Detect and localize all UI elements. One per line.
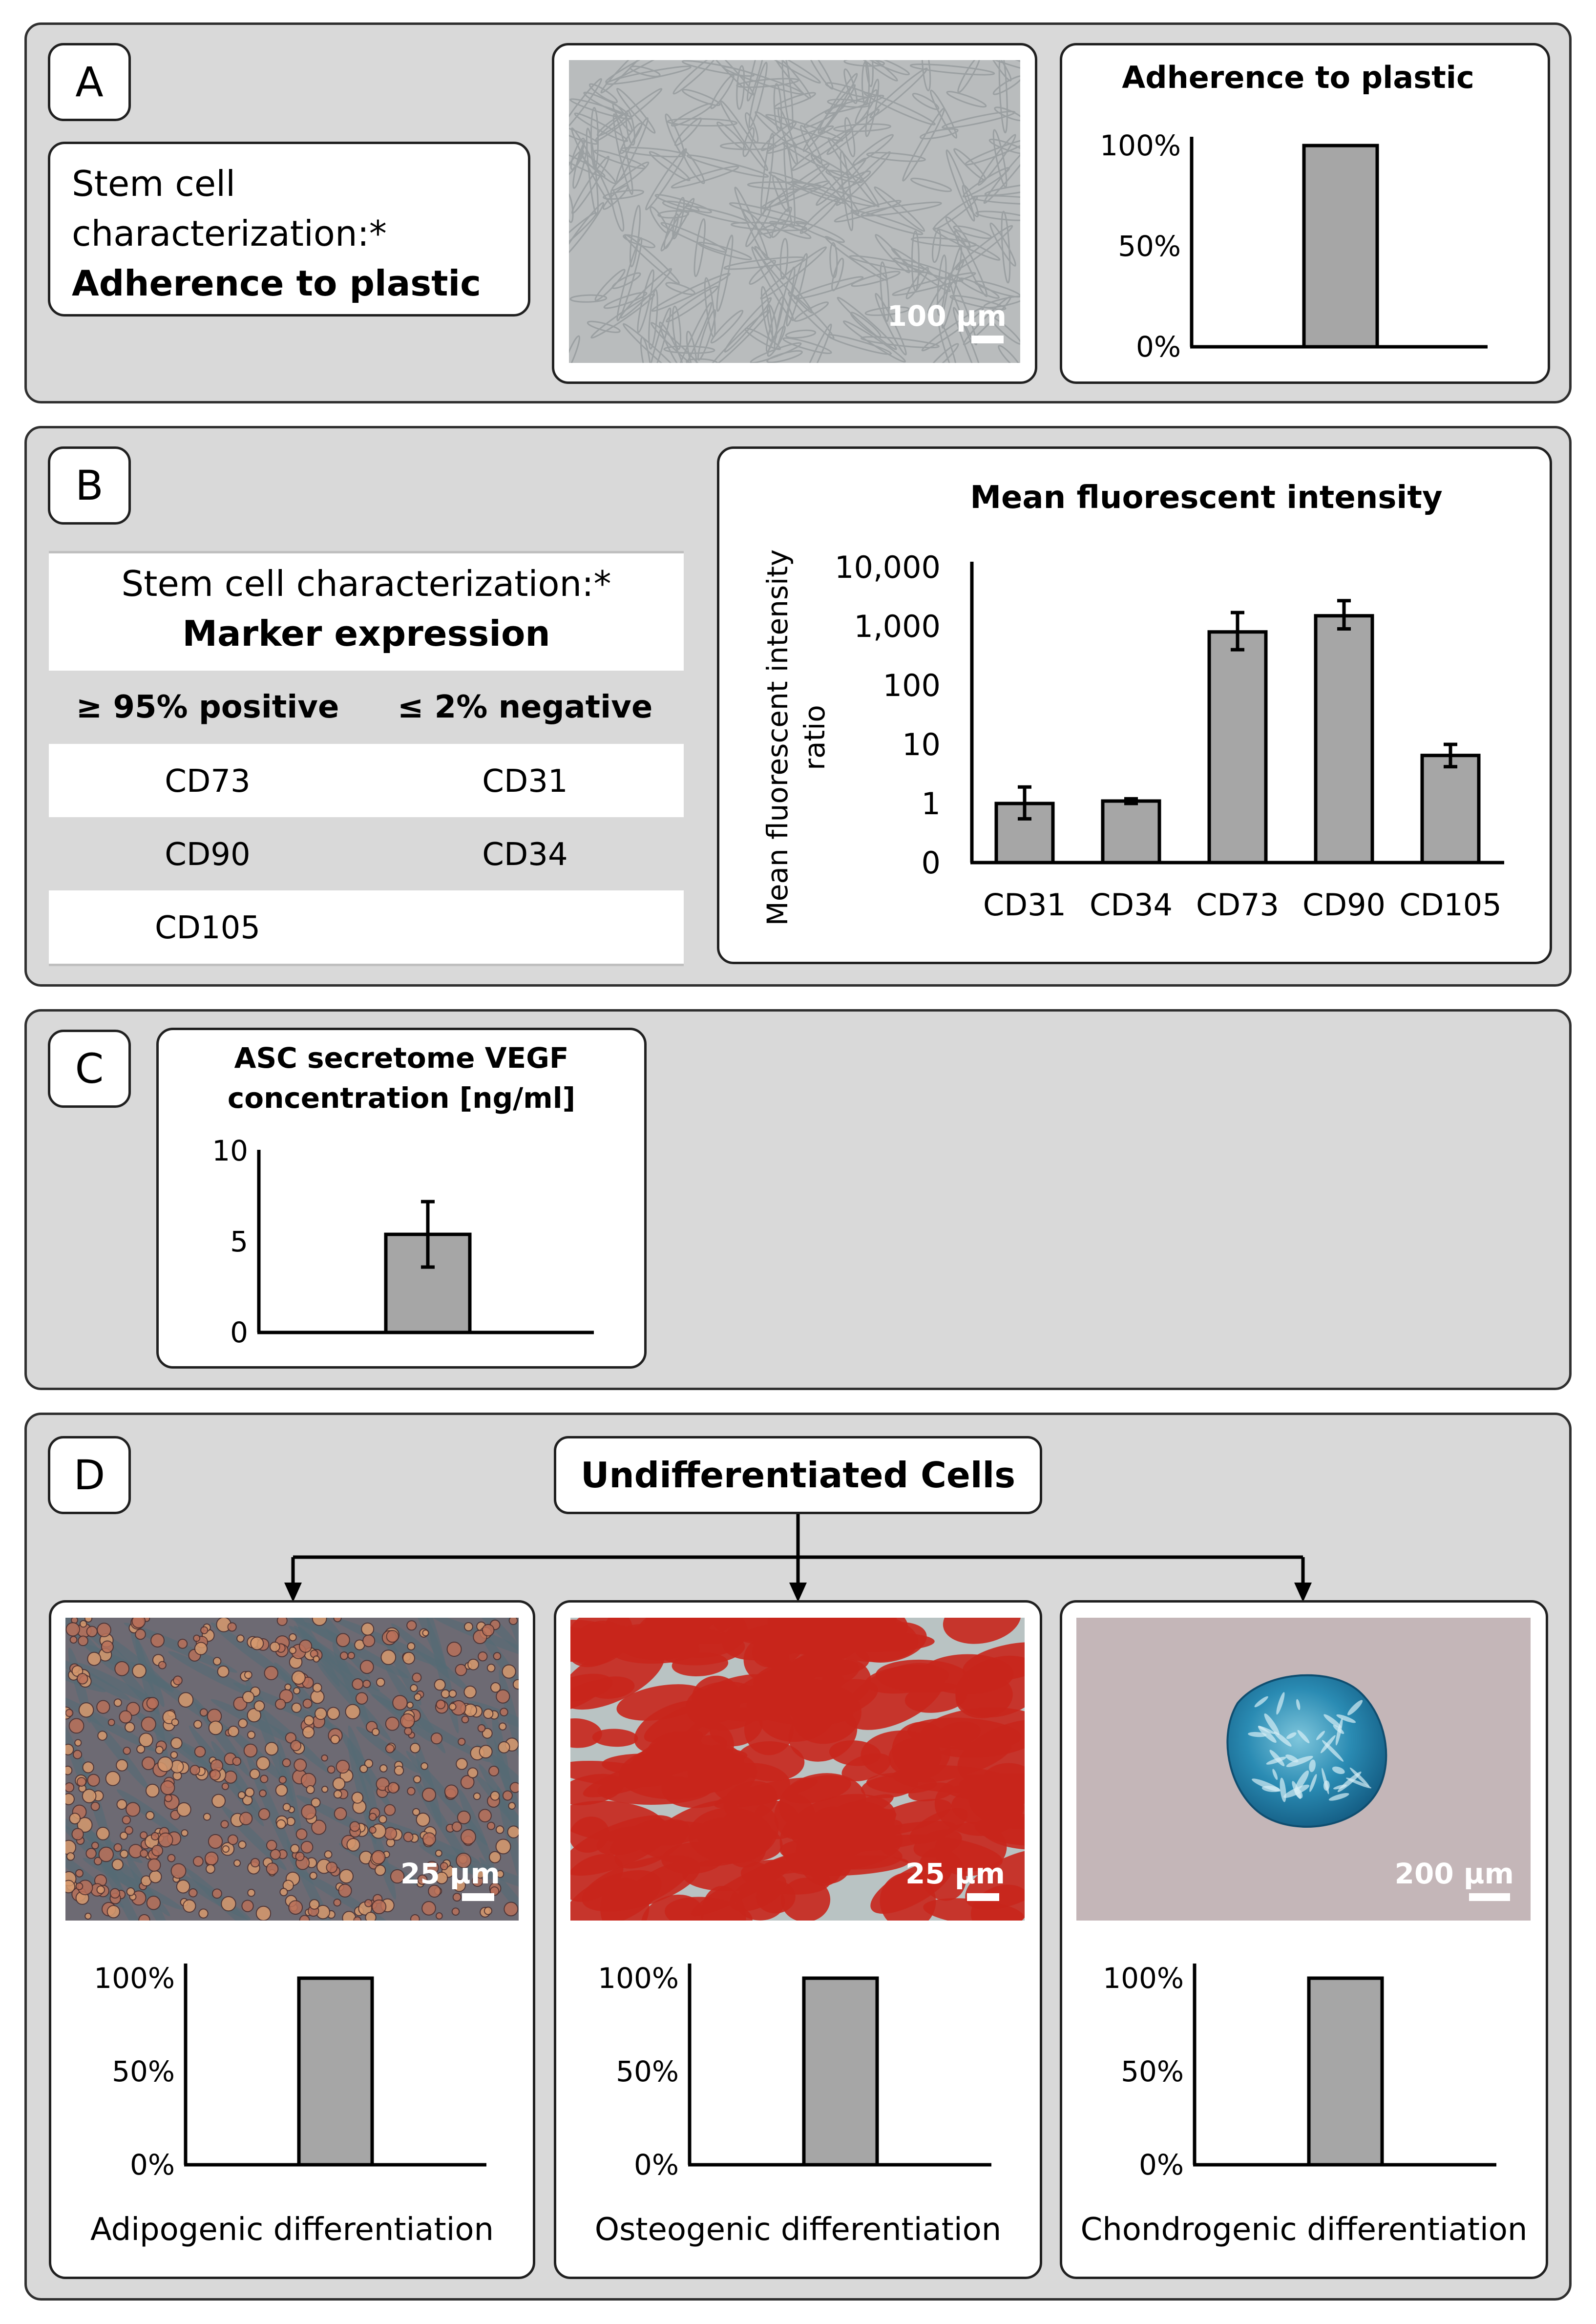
scale-bar-adipo bbox=[462, 1893, 494, 1901]
osteogenic-micrograph: 25 µm bbox=[570, 1618, 1025, 1921]
cell-positive: CD105 bbox=[154, 910, 261, 946]
scale-bar-label-osteo: 25 µm bbox=[905, 1857, 1005, 1890]
panel-b-letter: B bbox=[48, 446, 131, 525]
cell-positive: CD73 bbox=[165, 763, 251, 800]
adipogenic-micrograph: 25 µm bbox=[65, 1618, 519, 1921]
alcian-pellet bbox=[1226, 1674, 1387, 1828]
undifferentiated-cells-box: Undifferentiated Cells bbox=[554, 1436, 1042, 1514]
scale-bar-label-a: 100 µm bbox=[887, 299, 1007, 333]
panel-c-chart-card bbox=[156, 1028, 647, 1369]
scale-bar-label-adipo: 25 µm bbox=[400, 1857, 500, 1890]
cell-negative: CD31 bbox=[482, 763, 568, 800]
marker-table-subtitle: Marker expression bbox=[182, 613, 550, 654]
scale-bar-osteo bbox=[967, 1893, 999, 1901]
scale-bar-a bbox=[971, 336, 1004, 343]
adipocyte-texture bbox=[65, 1618, 519, 1921]
header-positive: ≥ 95% positive bbox=[76, 689, 339, 725]
scale-bar-chondro bbox=[1469, 1893, 1510, 1901]
scale-bar-label-chondro: 200 µm bbox=[1394, 1857, 1514, 1890]
marker-table-header-row: ≥ 95% positive ≤ 2% negative bbox=[49, 671, 684, 744]
table-row: CD90 CD34 bbox=[49, 817, 684, 890]
chondrogenic-micrograph: 200 µm bbox=[1076, 1618, 1531, 1921]
panel-a-intro-box: Stem cell characterization:* Adherence t… bbox=[48, 142, 530, 317]
intro-line-1: Stem cell bbox=[72, 163, 236, 204]
header-negative: ≤ 2% negative bbox=[397, 689, 653, 725]
panel-b-chart-card bbox=[717, 446, 1552, 964]
cartilage-pellet bbox=[1226, 1674, 1387, 1828]
cell-positive: CD90 bbox=[165, 837, 251, 873]
cell-texture bbox=[569, 60, 1020, 363]
undifferentiated-cells-label: Undifferentiated Cells bbox=[580, 1455, 1016, 1496]
panel-d-letter: D bbox=[48, 1436, 131, 1514]
table-row: CD105 bbox=[49, 890, 684, 964]
adherent-cells-micrograph: 100 µm bbox=[569, 60, 1020, 363]
alizarin-texture bbox=[570, 1618, 1025, 1921]
intro-bold: Adherence to plastic bbox=[72, 263, 481, 304]
marker-table: Stem cell characterization:* Marker expr… bbox=[49, 551, 684, 966]
panel-a-letter: A bbox=[48, 43, 131, 121]
table-row: CD73 CD31 bbox=[49, 744, 684, 817]
cell-negative: CD34 bbox=[482, 837, 568, 873]
intro-line-2: characterization:* bbox=[72, 213, 387, 254]
marker-table-title: Stem cell characterization:* bbox=[121, 563, 611, 604]
panel-a-chart-card bbox=[1060, 43, 1550, 384]
panel-c-letter: C bbox=[48, 1030, 131, 1108]
